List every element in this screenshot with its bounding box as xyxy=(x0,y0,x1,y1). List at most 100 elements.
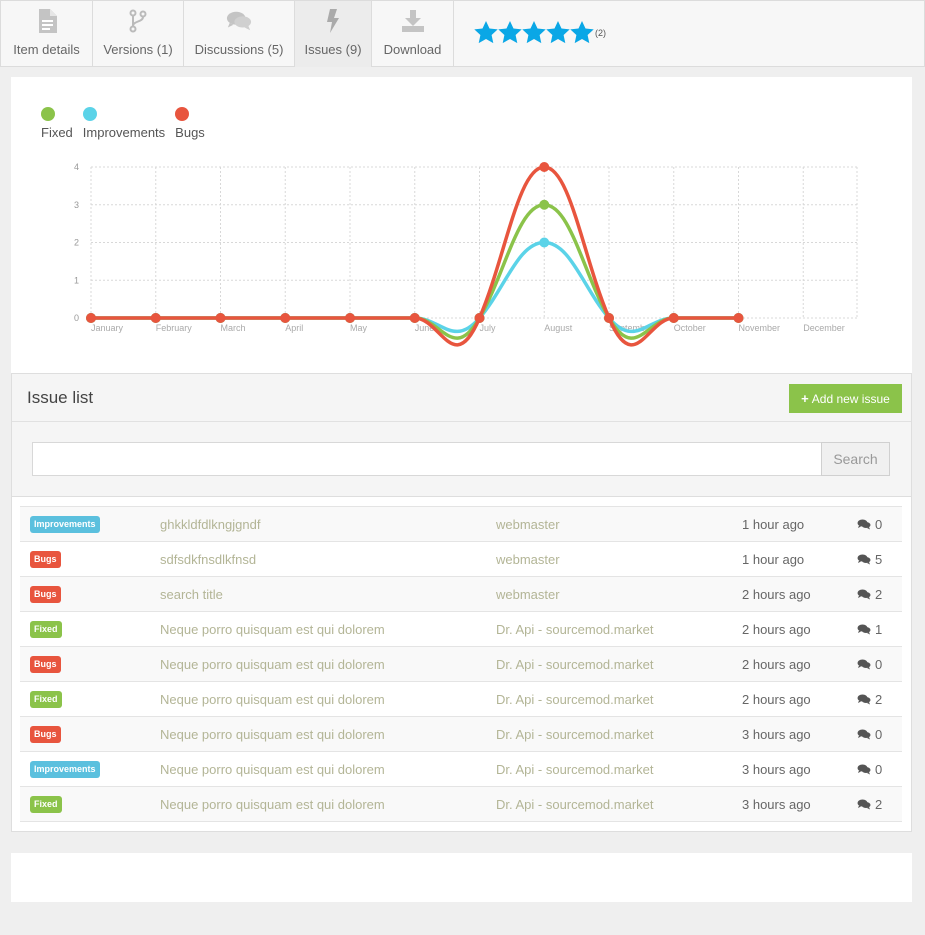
issue-author-link[interactable]: webmaster xyxy=(496,586,560,602)
stars-group xyxy=(474,21,594,49)
issue-author-link[interactable]: Dr. Api - sourcemod.market xyxy=(496,691,654,707)
issue-time: 1 hour ago xyxy=(742,551,805,567)
add-issue-label: Add new issue xyxy=(811,391,890,406)
issue-title-link[interactable]: Neque porro quisquam est qui dolorem xyxy=(160,761,385,777)
comment-count: 2 xyxy=(857,587,882,602)
table-row[interactable]: Improvements ghkkldfdlkngjgndf webmaster 1 … xyxy=(20,507,902,542)
comment-count: 5 xyxy=(857,552,882,567)
issue-title-link[interactable]: Neque porro quisquam est qui dolorem xyxy=(160,621,385,637)
table-row[interactable]: Fixed Neque porro quisquam est qui dolore… xyxy=(20,612,902,647)
issue-title-link[interactable]: sdfsdkfnsdlkfnsd xyxy=(160,551,257,567)
issue-author-link[interactable]: Dr. Api - sourcemod.market xyxy=(496,796,654,812)
issue-title-link[interactable]: ghkkldfdlkngjgndf xyxy=(160,516,261,532)
data-point-bugs xyxy=(150,313,161,323)
x-tick-label: January xyxy=(91,323,124,333)
tab-label: Download xyxy=(383,42,442,57)
table-row[interactable]: Fixed Neque porro quisquam est qui dolore… xyxy=(20,682,902,717)
x-tick-label: November xyxy=(739,323,781,333)
comment-count-value: 0 xyxy=(875,726,883,742)
data-point-bugs xyxy=(280,313,291,323)
tab-download[interactable]: Download xyxy=(372,1,454,67)
type-cell: Fixed xyxy=(30,620,62,638)
type-badge: Bugs xyxy=(30,551,61,568)
table-row[interactable]: Fixed Neque porro quisquam est qui dolore… xyxy=(20,787,902,822)
type-cell: Improvements xyxy=(30,760,100,778)
add-issue-button[interactable]: + Add new issue xyxy=(789,384,902,413)
table-row[interactable]: Bugs Neque porro quisquam est qui dolorem… xyxy=(20,647,902,682)
x-tick-label: April xyxy=(285,323,303,333)
legend-item-bugs[interactable]: Bugs xyxy=(175,107,205,140)
type-cell: Bugs xyxy=(30,655,61,673)
issue-time: 2 hours ago xyxy=(742,691,811,707)
data-point-fixed xyxy=(539,199,550,210)
type-cell: Improvements xyxy=(30,515,100,533)
legend-dot xyxy=(41,107,55,121)
tab-versions[interactable]: Versions (1) xyxy=(93,1,184,67)
bottom-panel xyxy=(11,853,912,902)
comment-count: 2 xyxy=(857,692,882,707)
table-row[interactable]: Bugs sdfsdkfnsdlkfnsd webmaster 1 hour ago 5 xyxy=(20,542,902,577)
comments-icon xyxy=(857,799,871,809)
table-row[interactable]: Bugs Neque porro quisquam est qui dolorem… xyxy=(20,717,902,752)
x-tick-label: July xyxy=(480,323,497,333)
issue-author-link[interactable]: webmaster xyxy=(496,551,560,567)
data-point-bugs xyxy=(539,162,550,172)
tab-item-details[interactable]: Item details xyxy=(1,1,93,67)
table-row[interactable]: Improvements Neque porro quisquam est qui… xyxy=(20,752,902,787)
comment-count: 0 xyxy=(857,517,882,532)
type-badge: Fixed xyxy=(30,621,62,638)
issue-author-link[interactable]: webmaster xyxy=(496,516,560,532)
type-badge: Fixed xyxy=(30,691,62,708)
type-badge: Improvements xyxy=(30,516,100,533)
issue-author-link[interactable]: Dr. Api - sourcemod.market xyxy=(496,656,654,672)
plus-icon: + xyxy=(801,391,809,406)
issue-author-link[interactable]: Dr. Api - sourcemod.market xyxy=(496,761,654,777)
type-badge: Bugs xyxy=(30,726,61,743)
data-point-bugs xyxy=(733,313,744,323)
issue-title-link[interactable]: search title xyxy=(160,586,223,602)
type-cell: Fixed xyxy=(30,690,62,708)
legend-label: Fixed xyxy=(41,125,73,140)
issue-title-link[interactable]: Neque porro quisquam est qui dolorem xyxy=(160,726,385,742)
comment-count-value: 0 xyxy=(875,656,883,672)
star-icon xyxy=(522,21,546,44)
issue-author-link[interactable]: Dr. Api - sourcemod.market xyxy=(496,621,654,637)
search-input[interactable] xyxy=(32,442,822,476)
y-tick-label: 2 xyxy=(74,238,79,248)
bolt-icon xyxy=(320,8,346,34)
issue-time: 2 hours ago xyxy=(742,656,811,672)
type-badge: Improvements xyxy=(30,761,100,778)
legend-item-fixed[interactable]: Fixed xyxy=(41,107,73,140)
issue-time: 2 hours ago xyxy=(742,586,811,602)
data-point-bugs xyxy=(604,313,614,323)
line-chart: 0 1 2 3 4 January February March April May June Jul… xyxy=(74,162,858,347)
issues-chart-panel: Fixed Improvements Bugs 0 1 2 3 4 January Febr… xyxy=(11,77,912,373)
tab-discussions[interactable]: Discussions (5) xyxy=(184,1,295,67)
tab-label: Item details xyxy=(13,42,80,57)
data-point-bugs xyxy=(215,313,226,323)
legend-item-improvements[interactable]: Improvements xyxy=(82,107,165,140)
comment-count-value: 1 xyxy=(875,621,883,637)
comment-count: 0 xyxy=(857,762,882,777)
tab-issues[interactable]: Issues (9) xyxy=(295,1,372,67)
issue-list-header: Issue list + Add new issue xyxy=(12,374,911,422)
comments-icon xyxy=(857,554,871,564)
comments-icon xyxy=(226,8,252,34)
issue-list-panel: Issue list + Add new issue Search Improv… xyxy=(11,373,912,832)
data-point-bugs xyxy=(409,313,420,323)
issue-title-link[interactable]: Neque porro quisquam est qui dolorem xyxy=(160,796,385,812)
star-icon xyxy=(498,21,522,44)
star-rating[interactable]: (2) xyxy=(454,1,606,49)
table-row[interactable]: Bugs search title webmaster 2 hours ago 2 xyxy=(20,577,902,612)
comments-icon xyxy=(857,659,871,669)
legend-dot xyxy=(82,107,97,121)
issue-author-link[interactable]: Dr. Api - sourcemod.market xyxy=(496,726,654,742)
data-point-bugs xyxy=(86,313,96,323)
issue-title-link[interactable]: Neque porro quisquam est qui dolorem xyxy=(160,691,385,707)
x-tick-label: September xyxy=(609,323,653,333)
search-button[interactable]: Search xyxy=(821,442,890,476)
issue-title-link[interactable]: Neque porro quisquam est qui dolorem xyxy=(160,656,385,672)
star-icon xyxy=(546,21,570,44)
x-tick-label: February xyxy=(156,323,193,333)
comment-count: 0 xyxy=(857,727,882,742)
